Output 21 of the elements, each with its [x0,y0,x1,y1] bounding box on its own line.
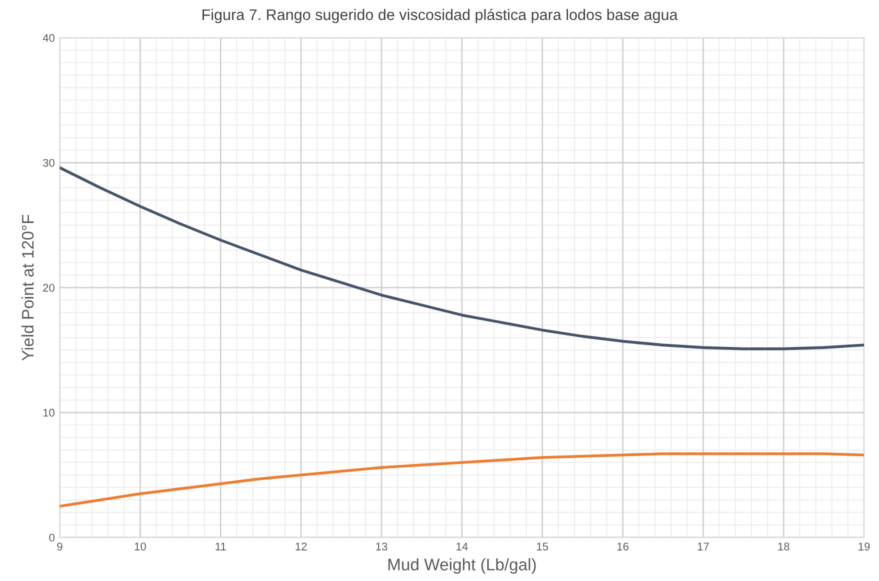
x-tick-label: 13 [376,542,388,550]
y-tick-label: 10 [43,408,54,417]
x-tick-label: 11 [216,542,226,550]
y-tick-label: 40 [42,34,54,42]
x-tick-label: 18 [778,542,790,550]
chart-title: Figura 7. Rango sugerido de viscosidad plástica para lodos base agua [202,8,678,24]
x-tick-label: 17 [698,542,709,550]
x-axis-title: Mud Weight (Lb/gal) [388,558,536,574]
x-tick-label: 12 [296,542,307,550]
line-series [60,452,864,508]
y-tick-label: 20 [43,284,54,292]
y-tick-label: 30 [42,158,54,167]
x-tick-label: 9 [57,542,62,550]
x-tick-label: 14 [456,542,468,550]
x-tick-label: 16 [617,542,628,550]
y-tick-label: 0 [49,534,54,542]
line-series [60,166,864,350]
x-tick-label: 10 [134,542,146,550]
y-axis-title: Yield Point at 120°F [21,214,34,361]
x-tick-label: 15 [537,542,548,550]
x-tick-label: 19 [858,542,870,550]
